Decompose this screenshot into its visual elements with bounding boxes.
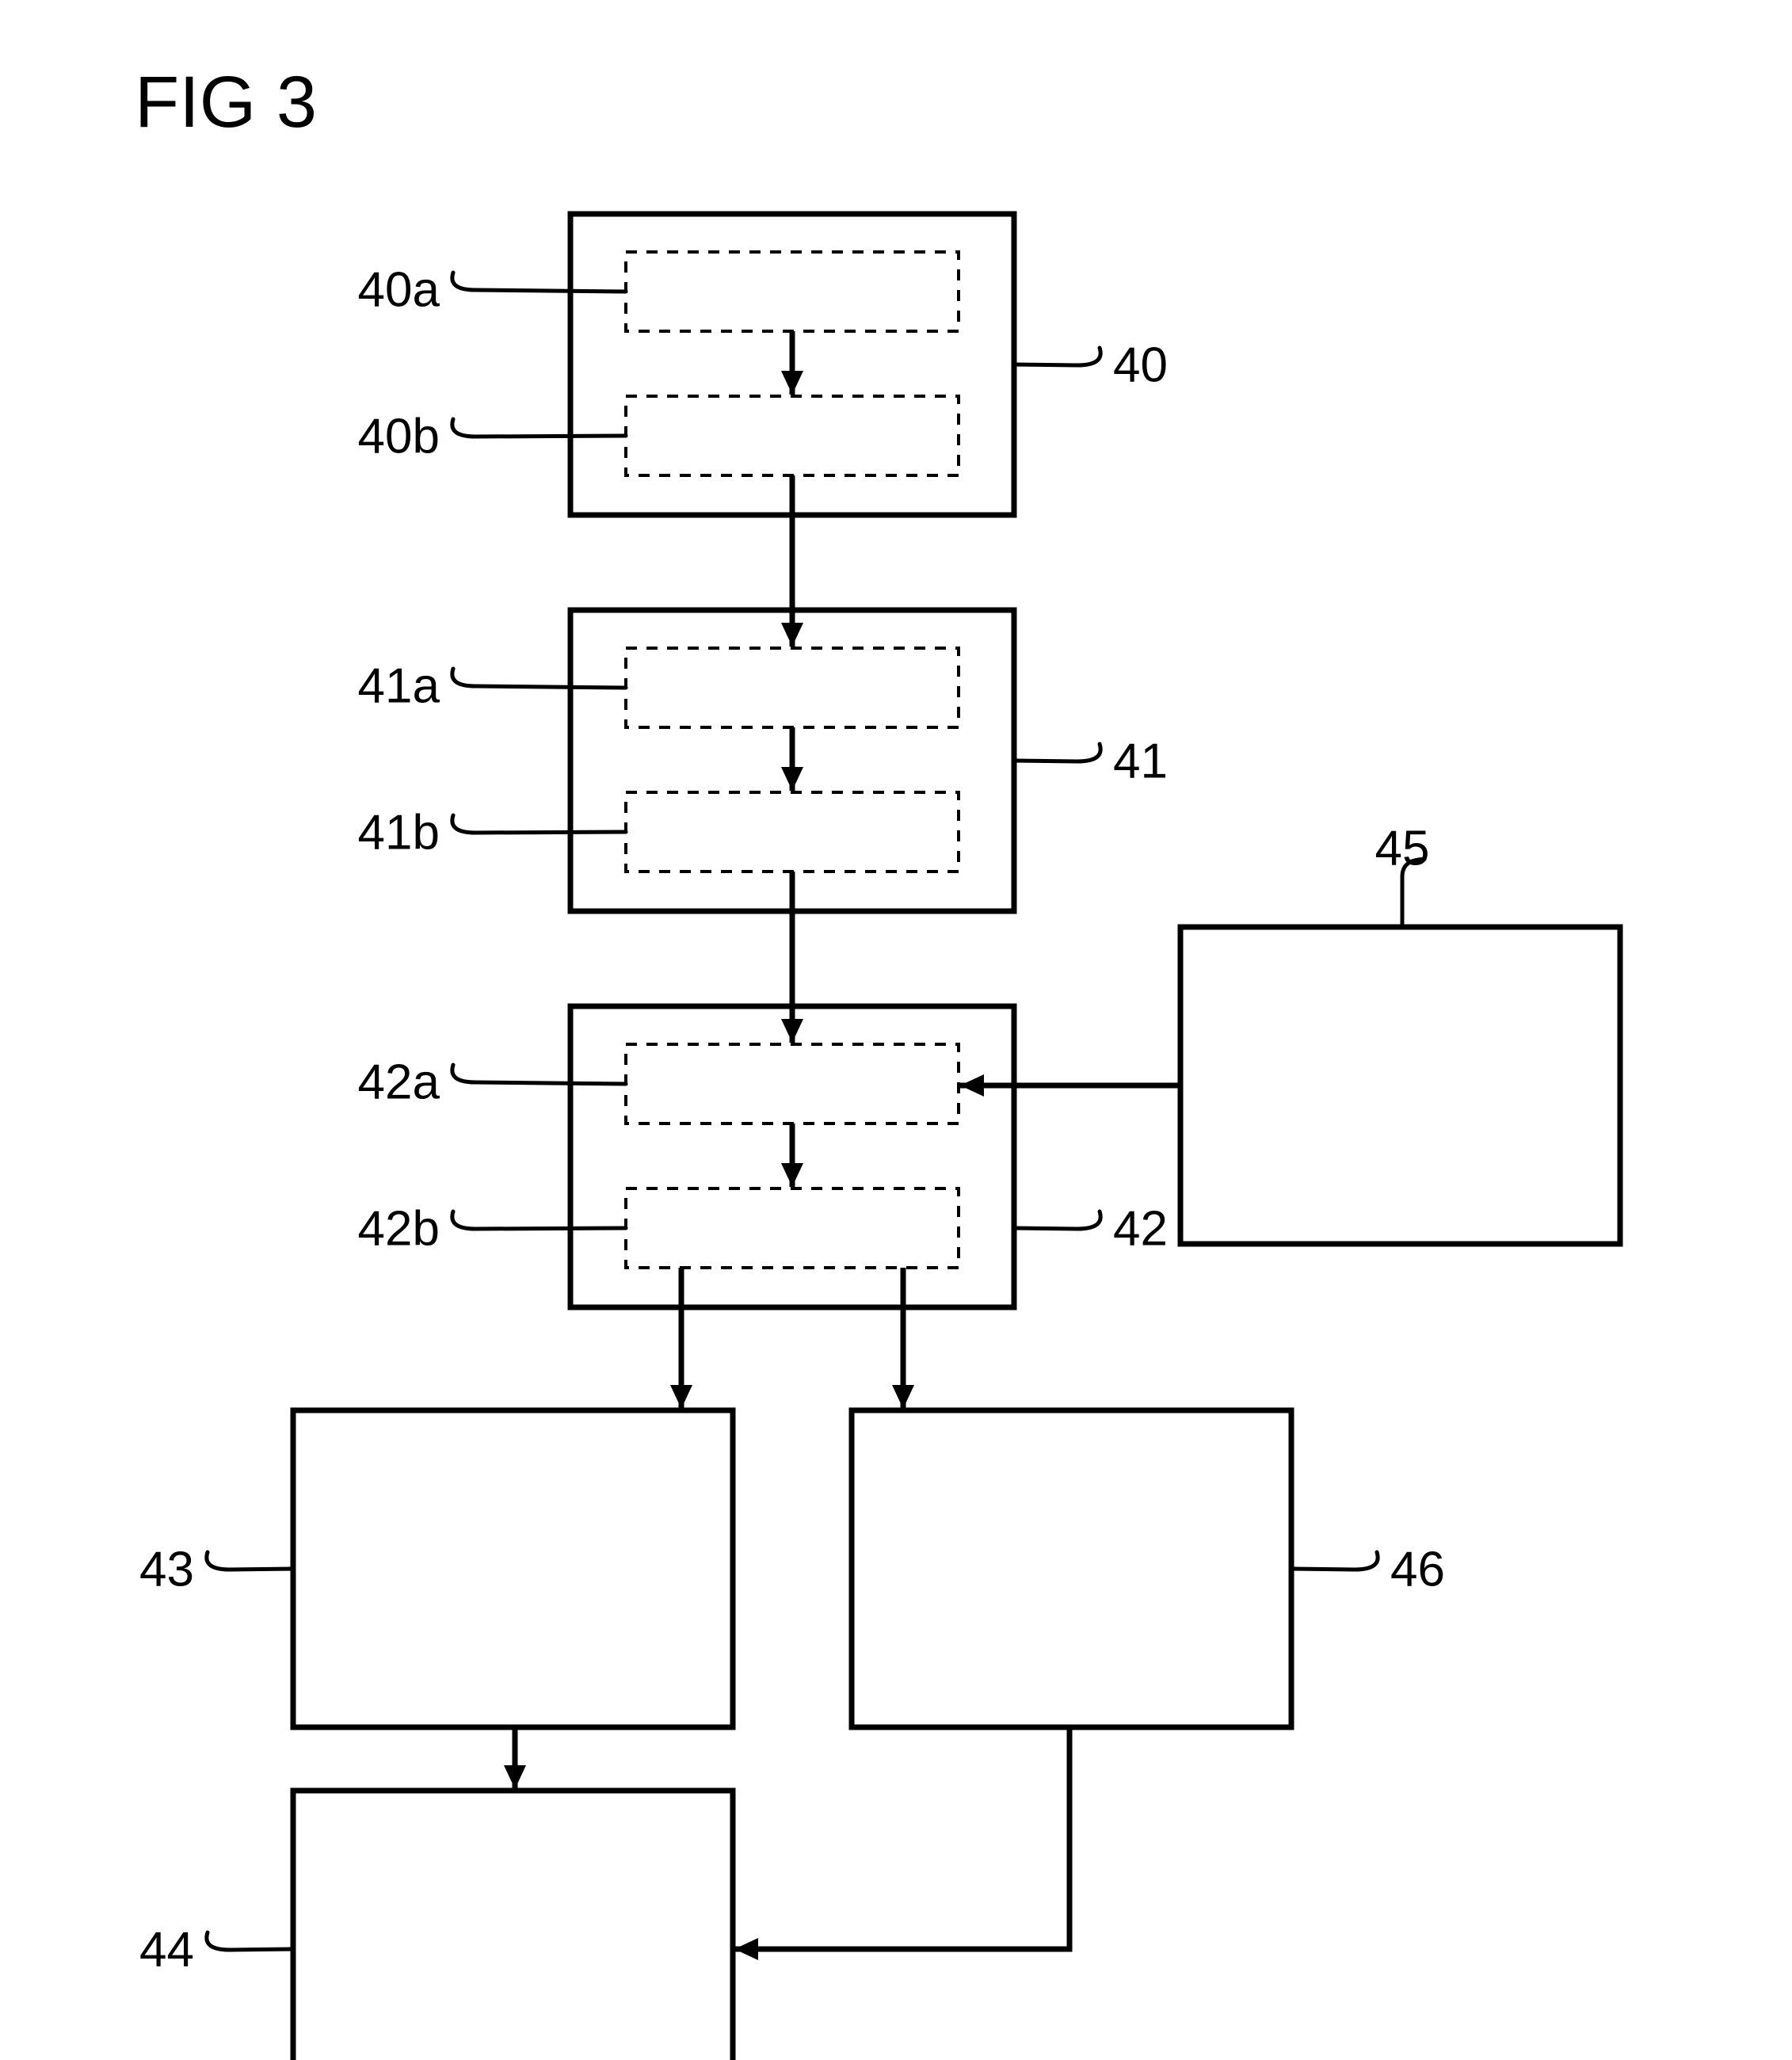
l-42b-leader [452, 1211, 626, 1229]
box-b45 [1180, 927, 1620, 1244]
l-42b: 42b [358, 1201, 440, 1256]
box-d42a [626, 1044, 959, 1123]
l-42: 42 [1113, 1201, 1168, 1256]
l-41b: 41b [358, 805, 440, 860]
edge-e46-44 [734, 1727, 1069, 1949]
l-44-leader [207, 1932, 293, 1950]
l-46: 46 [1390, 1542, 1445, 1596]
l-40b: 40b [358, 409, 440, 464]
l-46-leader [1291, 1552, 1378, 1570]
box-b44 [293, 1791, 733, 2060]
l-41a: 41a [358, 658, 440, 713]
l-41-leader [1014, 744, 1100, 761]
l-40-leader [1014, 348, 1100, 365]
l-40a: 40a [358, 262, 440, 317]
l-42-leader [1014, 1211, 1100, 1229]
l-40a-leader [452, 273, 626, 292]
l-40b-leader [452, 419, 626, 437]
box-d40a [626, 252, 959, 331]
box-d41b [626, 792, 959, 872]
l-43-leader [207, 1552, 293, 1570]
box-d42b [626, 1188, 959, 1268]
box-d40b [626, 396, 959, 475]
l-41: 41 [1113, 734, 1168, 788]
box-d41a [626, 648, 959, 727]
box-b43 [293, 1410, 733, 1727]
box-b46 [852, 1410, 1291, 1727]
l-44: 44 [139, 1922, 194, 1977]
l-42a-leader [452, 1065, 626, 1084]
boxes-layer [293, 214, 1620, 2060]
l-40: 40 [1113, 338, 1168, 392]
l-45: 45 [1375, 821, 1430, 876]
l-41a-leader [452, 669, 626, 688]
figure-title: FIG 3 [135, 62, 317, 143]
l-41b-leader [452, 815, 626, 833]
l-43: 43 [139, 1542, 194, 1596]
l-42a: 42a [358, 1055, 440, 1109]
edges-layer [515, 331, 1180, 1949]
